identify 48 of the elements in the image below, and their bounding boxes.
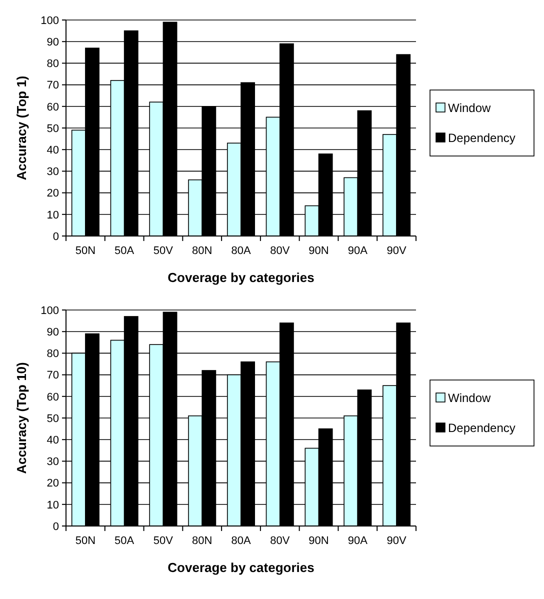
y-tick-label: 0 <box>52 230 59 243</box>
x-tick-label: 90A <box>348 245 368 257</box>
x-tick-label: 50N <box>75 535 96 547</box>
x-tick-label: 80A <box>231 245 252 257</box>
x-tick-label: 80V <box>270 245 290 257</box>
y-tick-label: 20 <box>46 478 59 490</box>
y-tick-label: 60 <box>46 391 59 404</box>
y-tick-label: 30 <box>46 456 59 468</box>
y-tick-label: 80 <box>46 58 59 70</box>
y-tick-label: 30 <box>46 166 59 178</box>
y-tick-label: 40 <box>46 434 59 446</box>
y-tick-label: 40 <box>46 144 59 156</box>
x-tick-label: 50A <box>114 245 135 257</box>
x-tick-label: 50A <box>114 535 135 547</box>
y-tick-label: 70 <box>46 80 59 92</box>
legend-label: Window <box>448 391 492 406</box>
x-tick-label: 80N <box>192 245 212 257</box>
y-tick-label: 0 <box>52 520 59 533</box>
x-tick-label: 50V <box>153 535 174 547</box>
y-tick-label: 90 <box>46 326 59 338</box>
x-tick-label: 80V <box>270 535 290 547</box>
legend-label: Window <box>448 101 492 116</box>
x-tick-label: 90A <box>348 535 368 547</box>
x-tick-label: 50V <box>153 245 174 257</box>
y-tick-label: 70 <box>46 370 59 382</box>
y-tick-label: 100 <box>40 304 59 317</box>
y-axis-title: Accuracy (Top 1) <box>14 76 29 180</box>
y-tick-label: 60 <box>46 101 59 114</box>
y-tick-label: 20 <box>46 188 59 200</box>
y-tick-label: 100 <box>40 14 59 27</box>
x-axis-title: Coverage by categories <box>168 270 314 285</box>
x-tick-label: 50N <box>75 245 96 257</box>
y-tick-label: 80 <box>46 348 59 360</box>
y-axis-title: Accuracy (Top 10) <box>14 362 29 474</box>
y-tick-label: 10 <box>46 499 59 512</box>
x-tick-label: 80N <box>192 535 212 547</box>
x-tick-label: 90N <box>308 535 329 547</box>
x-tick-label: 80A <box>231 535 252 547</box>
y-tick-label: 90 <box>46 36 59 48</box>
x-tick-label: 90N <box>308 245 329 257</box>
legend-label: Dependency <box>448 131 516 146</box>
x-tick-label: 90V <box>386 245 407 257</box>
y-tick-label: 50 <box>46 412 59 425</box>
y-tick-label: 10 <box>46 209 59 222</box>
x-axis-title: Coverage by categories <box>168 560 314 575</box>
x-tick-label: 90V <box>386 535 407 547</box>
y-tick-label: 50 <box>46 122 59 135</box>
legend-label: Dependency <box>448 421 516 436</box>
